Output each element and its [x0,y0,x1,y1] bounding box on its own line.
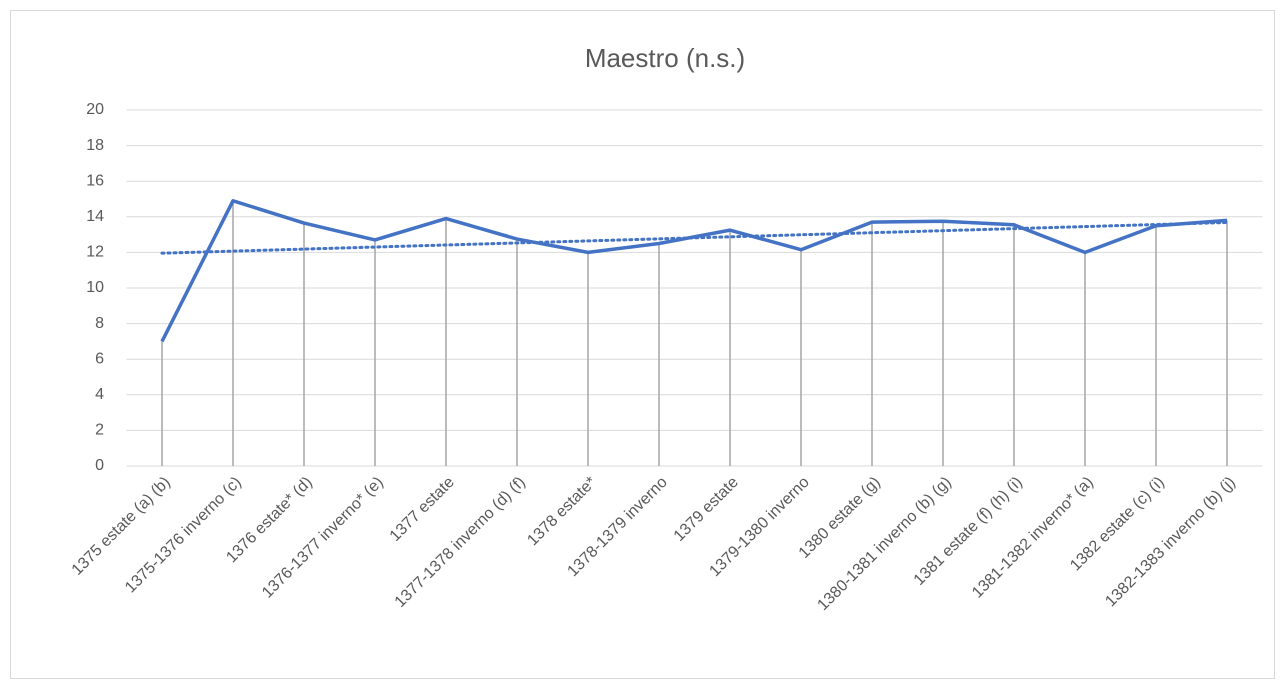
chart-border [10,10,1275,679]
chart-title: Maestro (n.s.) [585,43,745,73]
y-tick-label: 6 [95,350,104,367]
y-tick-label: 2 [95,422,104,439]
data-line [160,199,1228,343]
y-tick-label: 10 [86,279,104,296]
y-tick-label: 16 [86,172,104,189]
y-tick-label: 4 [95,386,104,403]
y-tick-label: 12 [86,244,104,261]
y-tick-label: 0 [95,457,104,474]
y-tick-label: 14 [86,208,104,225]
y-tick-label: 8 [95,315,104,332]
y-tick-label: 18 [86,137,104,154]
y-tick-label: 20 [86,101,104,118]
